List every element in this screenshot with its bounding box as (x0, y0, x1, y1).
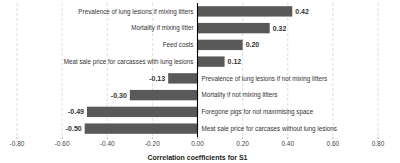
grid (17, 3, 378, 139)
category-label: Meat sale price for carcasses with lung … (64, 58, 194, 66)
category-label: Mortality if not mixing litters (202, 91, 278, 99)
tick-mark (62, 137, 63, 139)
grid-line (378, 3, 379, 137)
category-label: Meat sale price for carcases without lun… (202, 125, 337, 133)
tick-label: -0.40 (100, 140, 115, 147)
tick-mark (332, 137, 333, 139)
tick-mark (17, 137, 18, 139)
data-label: -0.49 (68, 108, 84, 115)
grid-line (287, 3, 288, 137)
tick-label: 0.40 (281, 140, 294, 147)
category-label: Mortality if mixing litter (131, 24, 193, 32)
bar (130, 90, 198, 100)
tick-label: -0.20 (145, 140, 160, 147)
data-label: 0.12 (228, 58, 242, 65)
grid-line (332, 3, 333, 137)
tick-mark (152, 137, 153, 139)
category-label: Prevalence of lung lesions if mixing lit… (78, 8, 193, 16)
grid-line (17, 3, 18, 137)
category-label: Prevalence of lung lesions if not mixing… (202, 75, 328, 83)
bar (168, 73, 197, 83)
data-label: -0.30 (111, 92, 127, 99)
data-label: -0.13 (149, 75, 165, 82)
bar (198, 56, 225, 66)
data-label: 0.32 (273, 25, 287, 32)
zero-line (197, 3, 198, 137)
tick-label: 0.60 (327, 140, 340, 147)
tick-label: 0.00 (191, 140, 204, 147)
data-label: 0.20 (246, 41, 260, 48)
grid-line (197, 3, 198, 137)
category-label: Foregone pigs for not maximising space (202, 108, 314, 116)
tick-label: 0.20 (236, 140, 249, 147)
tick-mark (287, 137, 288, 139)
axis-title: Correlation coefficients for S1 (148, 154, 248, 161)
data-label: 0.42 (295, 8, 309, 15)
bar (85, 123, 198, 133)
grid-line (62, 3, 63, 137)
category-label: Feed costs (163, 41, 194, 48)
chart: -0.80 -0.60 -0.40 -0.20 0.00 0.20 0.40 0.60 0.80… (0, 0, 400, 163)
tick-label: 0.80 (372, 140, 385, 147)
bar (198, 40, 243, 50)
tick-mark (107, 137, 108, 139)
bar (198, 6, 293, 16)
bar (198, 23, 270, 33)
data-label: -0.50 (66, 125, 82, 132)
tick-mark (378, 137, 379, 139)
tick-label: -0.80 (10, 140, 25, 147)
tick-mark (197, 137, 198, 139)
bar (87, 107, 198, 117)
tick-label: -0.60 (55, 140, 70, 147)
tick-mark (242, 137, 243, 139)
